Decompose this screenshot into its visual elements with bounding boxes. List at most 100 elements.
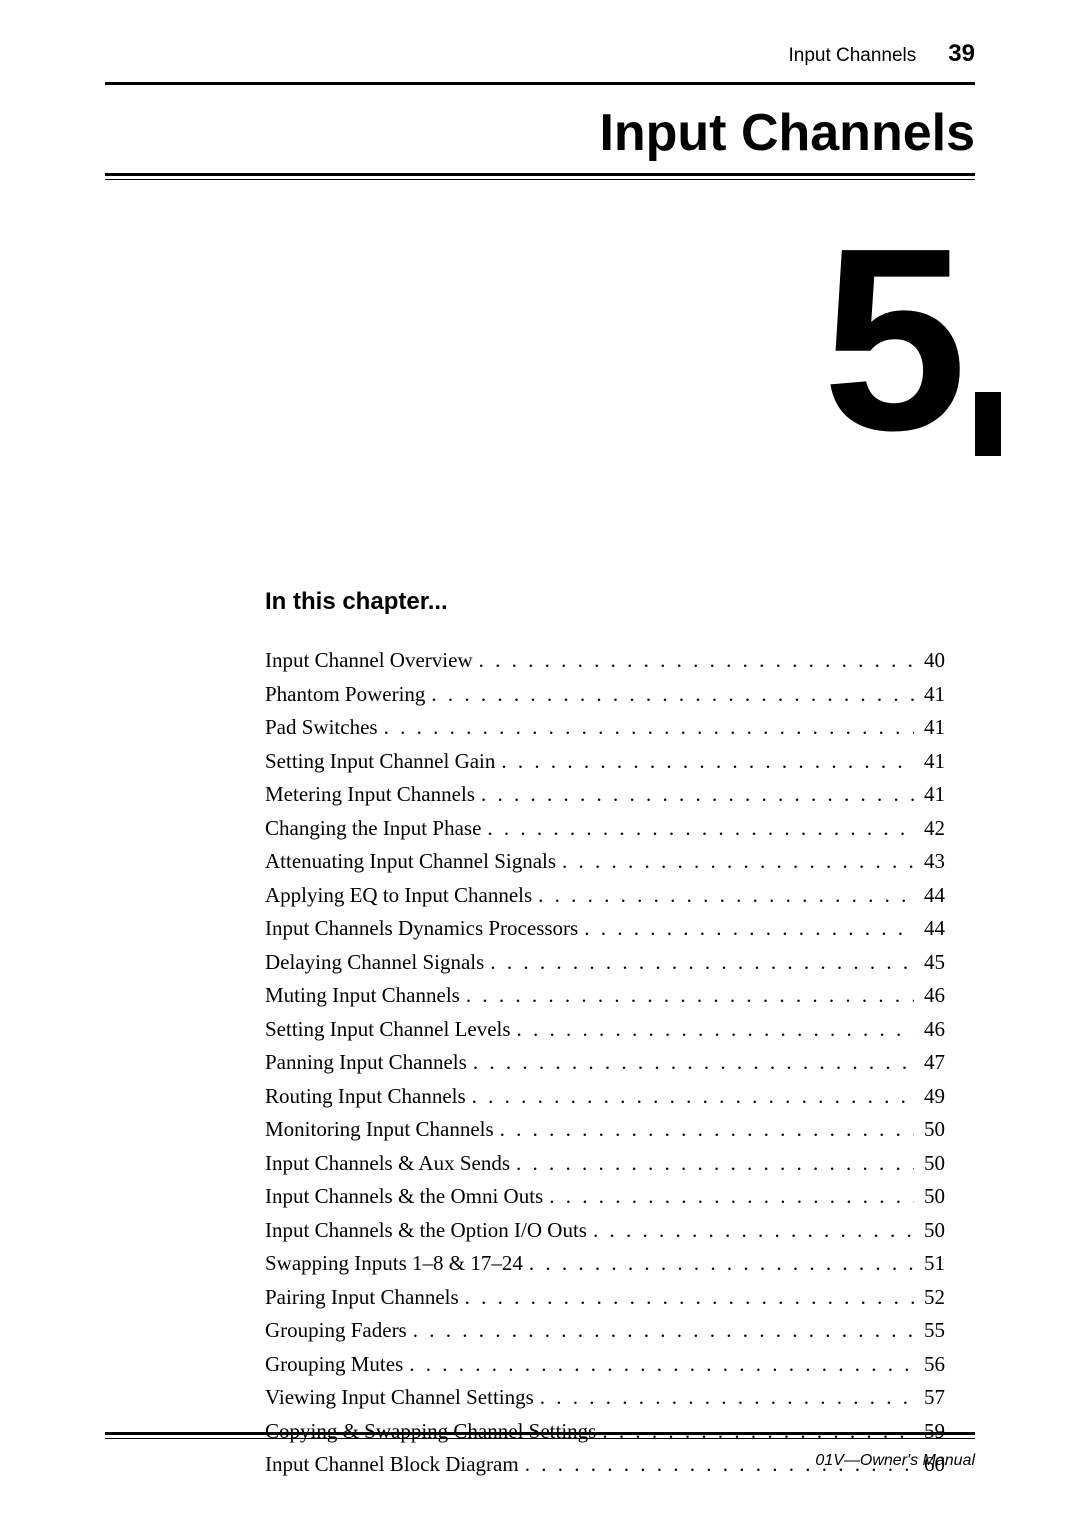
toc-page: 50: [920, 1220, 945, 1241]
toc-row: Setting Input Channel Levels 46: [265, 1019, 945, 1040]
toc-row: Grouping Mutes 56: [265, 1354, 945, 1375]
toc-page: 50: [920, 1153, 945, 1174]
toc-row: Swapping Inputs 1–8 & 17–24 51: [265, 1253, 945, 1274]
toc-row: Applying EQ to Input Channels 44: [265, 885, 945, 906]
toc-label: Grouping Faders: [265, 1320, 407, 1341]
toc-row: Delaying Channel Signals 45: [265, 952, 945, 973]
toc-leader-dots: [490, 952, 914, 973]
toc-leader-dots: [593, 1220, 914, 1241]
toc-page: 42: [920, 818, 945, 839]
toc-leader-dots: [516, 1153, 914, 1174]
toc-row: Setting Input Channel Gain 41: [265, 751, 945, 772]
toc-leader-dots: [384, 717, 914, 738]
footer-rule-wrap: [105, 1432, 975, 1439]
footer-rule-thin: [105, 1438, 975, 1439]
toc-leader-dots: [466, 985, 914, 1006]
toc-page: 46: [920, 985, 945, 1006]
running-header: Input Channels 39: [105, 40, 975, 82]
toc-leader-dots: [584, 918, 914, 939]
toc-label: Attenuating Input Channel Signals: [265, 851, 556, 872]
toc-page: 55: [920, 1320, 945, 1341]
chapter-number-block: 5: [105, 180, 975, 470]
thumb-tab: [975, 392, 1001, 456]
title-rule-thick: [105, 173, 975, 176]
toc-list: Input Channel Overview 40 Phantom Powering…: [265, 650, 945, 1475]
toc-row: Metering Input Channels41: [265, 784, 945, 805]
toc-label: Swapping Inputs 1–8 & 17–24: [265, 1253, 523, 1274]
toc-leader-dots: [562, 851, 914, 872]
toc-label: Input Channels & the Omni Outs: [265, 1186, 543, 1207]
toc-row: Viewing Input Channel Settings 57: [265, 1387, 945, 1408]
toc-label: Delaying Channel Signals: [265, 952, 484, 973]
toc-page: 46: [920, 1019, 945, 1040]
toc-page: 41: [920, 717, 945, 738]
toc-row: Routing Input Channels 49: [265, 1086, 945, 1107]
section-heading: In this chapter...: [265, 588, 945, 616]
toc-leader-dots: [501, 751, 914, 772]
toc-leader-dots: [472, 1086, 914, 1107]
toc-row: Monitoring Input Channels50: [265, 1119, 945, 1140]
toc-label: Routing Input Channels: [265, 1086, 466, 1107]
toc-label: Pairing Input Channels: [265, 1287, 459, 1308]
toc-leader-dots: [409, 1354, 914, 1375]
toc-leader-dots: [540, 1387, 914, 1408]
toc-row: Input Channels Dynamics Processors44: [265, 918, 945, 939]
toc-page: 52: [920, 1287, 945, 1308]
toc-leader-dots: [413, 1320, 914, 1341]
toc-row: Input Channel Overview 40: [265, 650, 945, 671]
toc-leader-dots: [431, 684, 914, 705]
toc-label: Muting Input Channels: [265, 985, 460, 1006]
chapter-number: 5: [822, 210, 961, 470]
page-number: 39: [948, 40, 975, 68]
toc-label: Applying EQ to Input Channels: [265, 885, 532, 906]
toc-leader-dots: [538, 885, 914, 906]
toc-row: Pad Switches 41: [265, 717, 945, 738]
toc-page: 40: [920, 650, 945, 671]
toc-label: Changing the Input Phase: [265, 818, 481, 839]
toc-leader-dots: [487, 818, 914, 839]
toc-leader-dots: [465, 1287, 914, 1308]
toc-page: 56: [920, 1354, 945, 1375]
toc-leader-dots: [479, 650, 914, 671]
toc-page: 43: [920, 851, 945, 872]
toc-row: Panning Input Channels 47: [265, 1052, 945, 1073]
toc-label: Panning Input Channels: [265, 1052, 467, 1073]
toc-row: Phantom Powering 41: [265, 684, 945, 705]
toc-leader-dots: [517, 1019, 914, 1040]
chapter-title: Input Channels: [105, 85, 975, 173]
toc-label: Pad Switches: [265, 717, 378, 738]
toc-label: Monitoring Input Channels: [265, 1119, 494, 1140]
footer-text: 01V—Owner's Manual: [105, 1452, 975, 1470]
toc-label: Input Channels Dynamics Processors: [265, 918, 578, 939]
toc-leader-dots: [500, 1119, 914, 1140]
toc-row: Grouping Faders 55: [265, 1320, 945, 1341]
toc-leader-dots: [473, 1052, 914, 1073]
toc-row: Pairing Input Channels 52: [265, 1287, 945, 1308]
toc-row: Input Channels & the Option I/O Outs 50: [265, 1220, 945, 1241]
toc-row: Attenuating Input Channel Signals 43: [265, 851, 945, 872]
toc-page: 41: [920, 751, 945, 772]
toc-leader-dots: [529, 1253, 914, 1274]
toc-label: Viewing Input Channel Settings: [265, 1387, 534, 1408]
toc-label: Input Channel Overview: [265, 650, 473, 671]
toc-label: Phantom Powering: [265, 684, 425, 705]
toc-label: Metering Input Channels: [265, 784, 475, 805]
toc-page: 50: [920, 1186, 945, 1207]
toc-label: Grouping Mutes: [265, 1354, 403, 1375]
toc-label: Setting Input Channel Gain: [265, 751, 495, 772]
toc-page: 45: [920, 952, 945, 973]
toc-page: 44: [920, 885, 945, 906]
toc-label: Input Channels & the Option I/O Outs: [265, 1220, 587, 1241]
toc-label: Input Channels & Aux Sends: [265, 1153, 510, 1174]
toc-label: Setting Input Channel Levels: [265, 1019, 511, 1040]
toc-leader-dots: [549, 1186, 914, 1207]
toc-row: Muting Input Channels 46: [265, 985, 945, 1006]
toc-page: 51: [920, 1253, 945, 1274]
toc-row: Input Channels & the Omni Outs 50: [265, 1186, 945, 1207]
toc-page: 41: [920, 684, 945, 705]
toc-page: 57: [920, 1387, 945, 1408]
toc-page: 49: [920, 1086, 945, 1107]
toc-page: 47: [920, 1052, 945, 1073]
toc-row: Changing the Input Phase 42: [265, 818, 945, 839]
running-title: Input Channels: [788, 45, 916, 67]
